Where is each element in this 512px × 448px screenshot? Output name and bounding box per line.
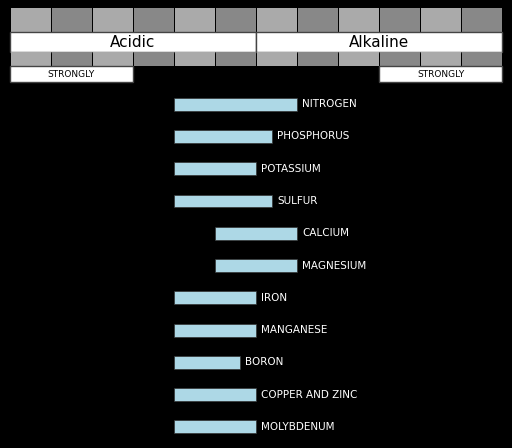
Bar [257, 52, 296, 66]
Text: STRONGLY: STRONGLY [417, 69, 464, 78]
Text: PHOSPHORUS: PHOSPHORUS [278, 131, 350, 142]
Bar [134, 52, 174, 66]
Bar [134, 8, 174, 32]
Bar [256, 32, 502, 52]
Text: Acidic: Acidic [110, 34, 156, 49]
Text: MOLYBDENUM: MOLYBDENUM [261, 422, 334, 432]
Bar [379, 66, 502, 82]
Bar [11, 52, 51, 66]
Bar [93, 52, 133, 66]
Text: POTASSIUM: POTASSIUM [261, 164, 321, 174]
Bar [10, 32, 256, 52]
Text: BORON: BORON [245, 358, 283, 367]
Bar [338, 8, 378, 32]
Bar [93, 8, 133, 32]
Text: MANGANESE: MANGANESE [261, 325, 327, 335]
Bar [52, 8, 92, 32]
Bar [257, 8, 296, 32]
Bar [461, 52, 501, 66]
Bar [216, 8, 255, 32]
Bar [215, 227, 297, 240]
Bar [379, 52, 419, 66]
Text: COPPER AND ZINC: COPPER AND ZINC [261, 390, 357, 400]
Bar [11, 8, 51, 32]
Text: Alkaline: Alkaline [349, 34, 409, 49]
Bar [174, 388, 256, 401]
Bar [52, 52, 92, 66]
Bar [297, 52, 337, 66]
Bar [174, 291, 256, 304]
Text: MAGNESIUM: MAGNESIUM [302, 260, 366, 271]
Bar [174, 98, 297, 111]
Bar [216, 52, 255, 66]
Bar [174, 356, 240, 369]
Bar [420, 52, 460, 66]
Bar [338, 52, 378, 66]
Bar [175, 8, 215, 32]
Bar [174, 162, 256, 175]
Text: STRONGLY: STRONGLY [48, 69, 95, 78]
Bar [215, 259, 297, 272]
Text: CALCIUM: CALCIUM [302, 228, 349, 238]
Bar [420, 8, 460, 32]
Text: NITROGEN: NITROGEN [302, 99, 357, 109]
Text: SULFUR: SULFUR [278, 196, 318, 206]
Bar [174, 323, 256, 336]
Bar [175, 52, 215, 66]
Text: IRON: IRON [261, 293, 287, 303]
Bar [174, 420, 256, 433]
Bar [297, 8, 337, 32]
Bar [174, 194, 272, 207]
Bar [461, 8, 501, 32]
Bar [10, 66, 133, 82]
Bar [379, 8, 419, 32]
Bar [174, 130, 272, 143]
